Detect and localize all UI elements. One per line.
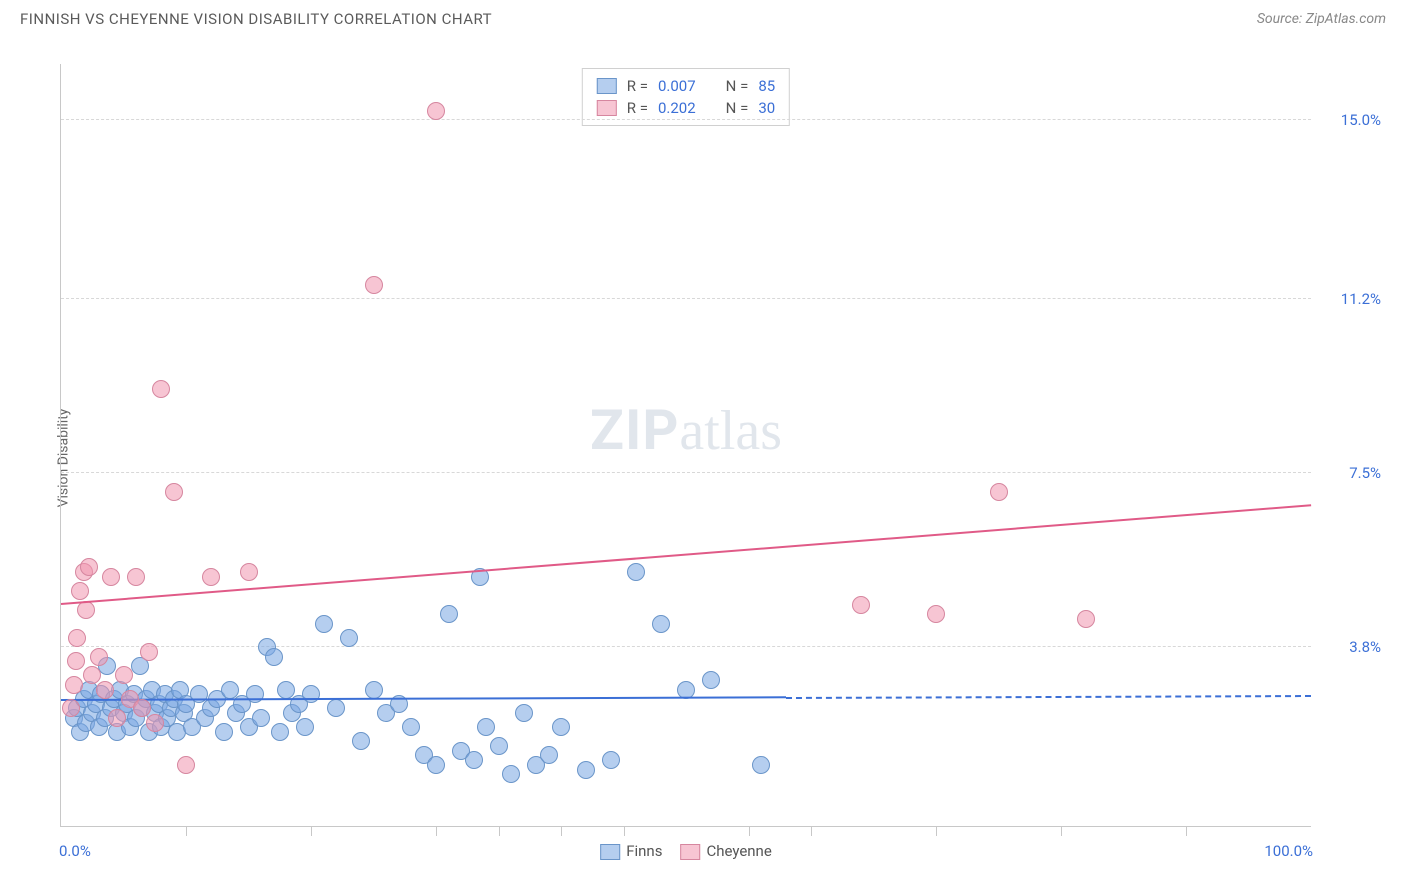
legend-stats-row-cheyenne: R = 0.202 N = 30	[597, 97, 775, 119]
y-tick-label: 15.0%	[1321, 111, 1381, 129]
legend-series: Finns Cheyenne	[600, 842, 772, 860]
scatter-point	[990, 483, 1008, 501]
x-tick	[561, 826, 562, 836]
scatter-point	[702, 671, 720, 689]
scatter-point	[102, 568, 120, 586]
scatter-point	[540, 746, 558, 764]
scatter-point	[302, 685, 320, 703]
x-tick	[624, 826, 625, 836]
x-tick	[311, 826, 312, 836]
scatter-point	[96, 681, 114, 699]
scatter-point	[340, 629, 358, 647]
scatter-point	[65, 676, 83, 694]
scatter-point	[140, 643, 158, 661]
scatter-point	[652, 615, 670, 633]
scatter-point	[202, 568, 220, 586]
scatter-plot: ZIPatlas R = 0.007 N = 85 R = 0.202 N = …	[60, 64, 1311, 827]
gridline	[61, 646, 1311, 647]
scatter-point	[108, 709, 126, 727]
scatter-point	[402, 718, 420, 736]
legend-stats-row-finns: R = 0.007 N = 85	[597, 75, 775, 97]
scatter-point	[271, 723, 289, 741]
legend-swatch-finns	[597, 78, 617, 94]
scatter-point	[127, 568, 145, 586]
legend-stats: R = 0.007 N = 85 R = 0.202 N = 30	[582, 68, 790, 126]
gridline	[61, 119, 1311, 120]
scatter-point	[1077, 610, 1095, 628]
scatter-point	[62, 699, 80, 717]
source-attribution: Source: ZipAtlas.com	[1257, 11, 1386, 27]
scatter-point	[752, 756, 770, 774]
scatter-point	[502, 765, 520, 783]
scatter-point	[552, 718, 570, 736]
scatter-point	[577, 761, 595, 779]
x-tick	[186, 826, 187, 836]
scatter-point	[515, 704, 533, 722]
scatter-point	[215, 723, 233, 741]
scatter-point	[80, 558, 98, 576]
x-tick	[436, 826, 437, 836]
y-tick-label: 3.8%	[1321, 638, 1381, 656]
scatter-point	[315, 615, 333, 633]
scatter-point	[177, 756, 195, 774]
scatter-point	[602, 751, 620, 769]
scatter-point	[427, 756, 445, 774]
watermark: ZIPatlas	[590, 397, 782, 463]
trend-line	[786, 695, 1311, 699]
gridline	[61, 298, 1311, 299]
scatter-point	[240, 563, 258, 581]
legend-swatch-cheyenne	[597, 100, 617, 116]
x-tick	[936, 826, 937, 836]
scatter-point	[146, 714, 164, 732]
scatter-point	[852, 596, 870, 614]
legend-swatch-cheyenne	[680, 844, 700, 860]
scatter-point	[165, 483, 183, 501]
y-tick-label: 11.2%	[1321, 290, 1381, 308]
x-tick	[499, 826, 500, 836]
scatter-point	[246, 685, 264, 703]
scatter-point	[465, 751, 483, 769]
x-tick	[749, 826, 750, 836]
scatter-point	[927, 605, 945, 623]
x-axis-min-label: 0.0%	[59, 842, 91, 860]
scatter-point	[252, 709, 270, 727]
y-tick-label: 7.5%	[1321, 464, 1381, 482]
scatter-point	[265, 648, 283, 666]
legend-item-cheyenne: Cheyenne	[680, 842, 771, 860]
scatter-point	[71, 582, 89, 600]
scatter-point	[365, 681, 383, 699]
scatter-point	[90, 648, 108, 666]
gridline	[61, 472, 1311, 473]
scatter-point	[68, 629, 86, 647]
scatter-point	[327, 699, 345, 717]
scatter-point	[352, 732, 370, 750]
x-tick	[1061, 826, 1062, 836]
scatter-point	[490, 737, 508, 755]
x-axis-max-label: 100.0%	[1264, 842, 1313, 860]
scatter-point	[440, 605, 458, 623]
x-tick	[811, 826, 812, 836]
scatter-point	[67, 652, 85, 670]
scatter-point	[152, 380, 170, 398]
scatter-point	[477, 718, 495, 736]
chart-container: Vision Disability ZIPatlas R = 0.007 N =…	[20, 44, 1386, 872]
legend-item-finns: Finns	[600, 842, 662, 860]
scatter-point	[627, 563, 645, 581]
trend-line	[61, 504, 1311, 605]
scatter-point	[427, 102, 445, 120]
scatter-point	[365, 276, 383, 294]
legend-swatch-finns	[600, 844, 620, 860]
x-tick	[1186, 826, 1187, 836]
scatter-point	[115, 666, 133, 684]
chart-title: FINNISH VS CHEYENNE VISION DISABILITY CO…	[20, 10, 492, 28]
scatter-point	[296, 718, 314, 736]
